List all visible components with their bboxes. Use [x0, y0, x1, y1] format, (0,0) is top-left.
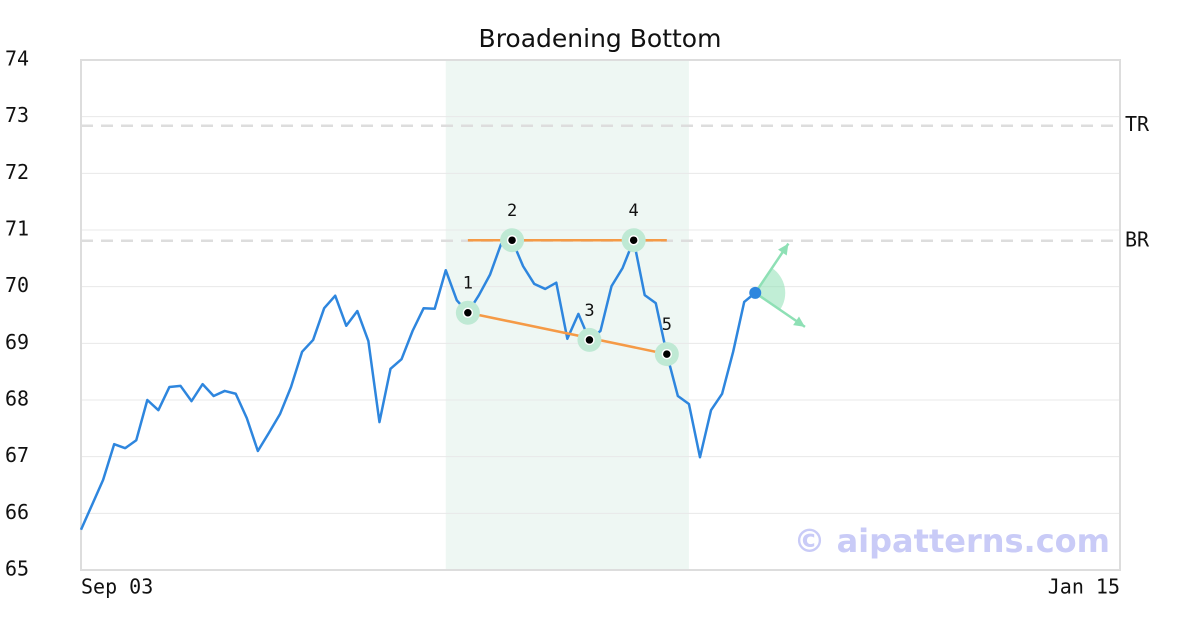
x-tick-label: Sep 03: [81, 575, 153, 599]
last-point: [749, 286, 762, 299]
arrow-head: [793, 316, 805, 327]
y-tick-label: 65: [5, 557, 29, 581]
chart-title: Broadening Bottom: [479, 24, 722, 53]
y-tick-label: 68: [5, 387, 29, 411]
y-tick-label: 70: [5, 273, 29, 297]
projection-fan: [755, 268, 786, 310]
pattern-point: [506, 234, 518, 246]
pattern-region: [445, 60, 689, 570]
pattern-label: 3: [584, 301, 594, 321]
y-tick-label: 74: [5, 47, 29, 71]
pattern-point: [462, 307, 474, 318]
y-tick-label: 72: [5, 160, 29, 184]
pattern-point: [584, 334, 595, 346]
y-tick-label: 66: [5, 500, 29, 524]
level-label: BR: [1125, 227, 1150, 251]
y-tick-label: 73: [5, 103, 29, 127]
arrow-head: [778, 243, 789, 256]
pattern-point: [661, 348, 673, 360]
y-tick-label: 67: [5, 443, 29, 467]
price-line: [79, 238, 757, 531]
pattern-label: 4: [629, 201, 639, 221]
pattern-label: 1: [463, 274, 473, 294]
pattern-label: 5: [662, 315, 672, 335]
pattern-label: 2: [507, 201, 517, 221]
y-tick-label: 71: [5, 217, 29, 241]
trendline: [467, 311, 668, 356]
plot-frame: [80, 59, 1121, 571]
level-label: TR: [1125, 112, 1150, 136]
watermark: © aipatterns.com: [793, 522, 1110, 560]
y-tick-label: 69: [5, 330, 29, 354]
x-tick-label: Jan 15: [1048, 575, 1120, 599]
pattern-point: [628, 234, 639, 246]
